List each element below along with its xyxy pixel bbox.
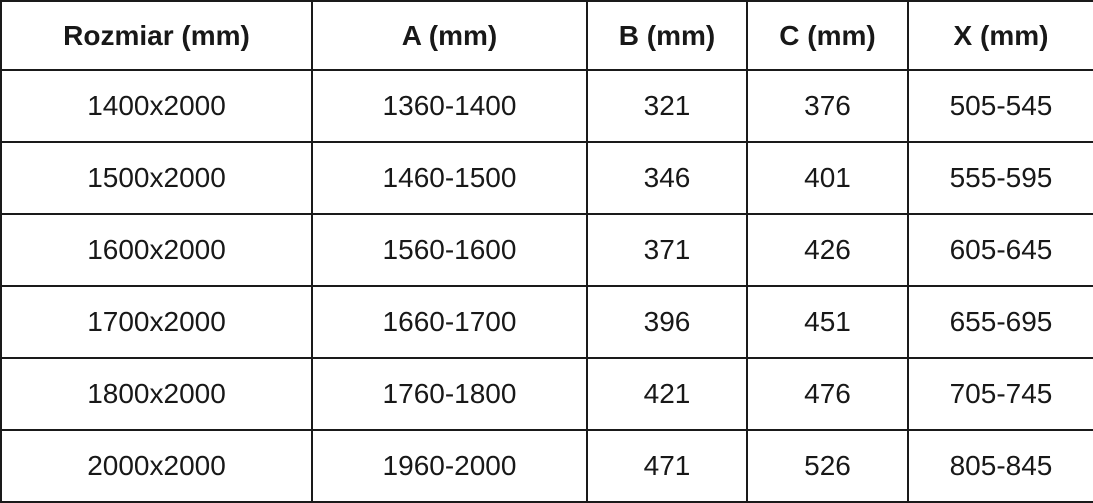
cell-rozmiar: 1700x2000	[0, 285, 313, 359]
cell-b: 371	[586, 213, 748, 287]
column-header-x: X (mm)	[907, 0, 1093, 71]
table-row: 2000x2000 1960-2000 471 526 805-845	[0, 429, 1093, 503]
cell-x: 705-745	[907, 357, 1093, 431]
cell-a: 1660-1700	[311, 285, 588, 359]
cell-c: 426	[746, 213, 909, 287]
cell-c: 376	[746, 69, 909, 143]
table-row: 1600x2000 1560-1600 371 426 605-645	[0, 213, 1093, 287]
table-row: 1800x2000 1760-1800 421 476 705-745	[0, 357, 1093, 431]
cell-c: 451	[746, 285, 909, 359]
cell-x: 805-845	[907, 429, 1093, 503]
table-row: 1700x2000 1660-1700 396 451 655-695	[0, 285, 1093, 359]
cell-c: 476	[746, 357, 909, 431]
cell-b: 471	[586, 429, 748, 503]
cell-rozmiar: 1500x2000	[0, 141, 313, 215]
cell-x: 605-645	[907, 213, 1093, 287]
cell-c: 401	[746, 141, 909, 215]
column-header-c: C (mm)	[746, 0, 909, 71]
cell-c: 526	[746, 429, 909, 503]
column-header-b: B (mm)	[586, 0, 748, 71]
cell-b: 346	[586, 141, 748, 215]
column-header-rozmiar: Rozmiar (mm)	[0, 0, 313, 71]
cell-rozmiar: 2000x2000	[0, 429, 313, 503]
cell-rozmiar: 1800x2000	[0, 357, 313, 431]
cell-a: 1760-1800	[311, 357, 588, 431]
table-row: 1400x2000 1360-1400 321 376 505-545	[0, 69, 1093, 143]
header-row: Rozmiar (mm) A (mm) B (mm) C (mm) X (mm)	[0, 0, 1093, 71]
table-row: 1500x2000 1460-1500 346 401 555-595	[0, 141, 1093, 215]
cell-x: 655-695	[907, 285, 1093, 359]
cell-b: 321	[586, 69, 748, 143]
cell-a: 1960-2000	[311, 429, 588, 503]
cell-a: 1360-1400	[311, 69, 588, 143]
cell-rozmiar: 1400x2000	[0, 69, 313, 143]
cell-rozmiar: 1600x2000	[0, 213, 313, 287]
cell-a: 1560-1600	[311, 213, 588, 287]
cell-b: 396	[586, 285, 748, 359]
cell-b: 421	[586, 357, 748, 431]
cell-x: 555-595	[907, 141, 1093, 215]
cell-a: 1460-1500	[311, 141, 588, 215]
cell-x: 505-545	[907, 69, 1093, 143]
column-header-a: A (mm)	[311, 0, 588, 71]
